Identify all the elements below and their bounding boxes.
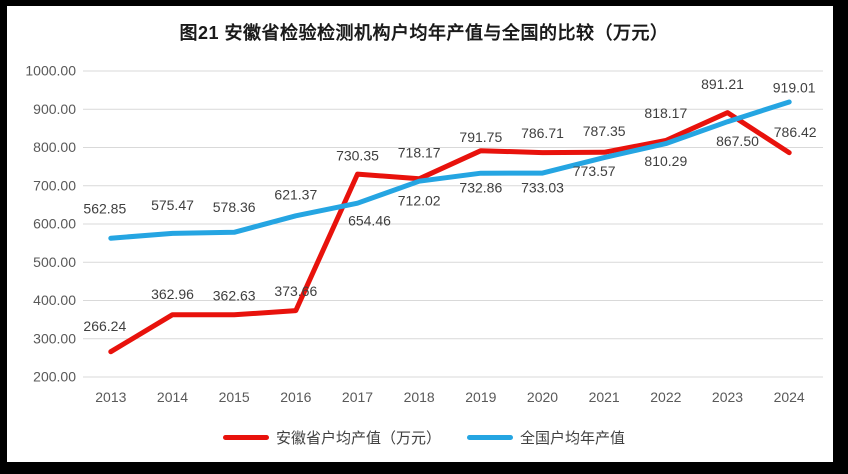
series-line-0 [108,110,792,355]
screen-border-bottom [0,462,848,474]
x-axis-tick-label: 2018 [404,389,435,405]
y-axis-tick-label: 500.00 [33,254,76,270]
legend-label-anhui: 安徽省户均产值（万元） [275,430,441,447]
y-axis-tick-label: 200.00 [33,369,76,385]
series-line-1 [108,99,792,241]
x-axis-tick-label: 2015 [219,389,250,405]
x-axis-tick-label: 2020 [527,389,558,405]
data-label: 362.63 [213,287,256,303]
data-label: 791.75 [459,129,502,145]
data-label: 373.66 [274,283,317,299]
data-label: 712.02 [398,193,441,209]
chart-title: 图21 安徽省检验检测机构户均年产值与全国的比较（万元） [179,23,669,43]
y-axis-tick-label: 1000.00 [25,63,76,79]
x-axis-tick-label: 2017 [342,389,373,405]
x-axis-tick-label: 2014 [157,389,188,405]
data-label: 867.50 [716,133,759,149]
legend-item-anhui: 安徽省户均产值（万元） [222,427,441,448]
screen-border-right [833,0,848,474]
y-axis-tick-label: 900.00 [33,101,76,117]
x-axis-tick-label: 2021 [589,389,620,405]
data-label: 919.01 [773,79,816,95]
chart-legend: 安徽省户均产值（万元） 全国户均年产值 [0,427,848,448]
data-label: 266.24 [83,318,126,334]
y-axis-tick-label: 400.00 [33,292,76,308]
y-axis-tick-label: 600.00 [33,216,76,232]
data-label: 891.21 [701,76,744,92]
legend-label-national: 全国户均年产值 [520,430,626,447]
data-label: 718.17 [398,144,441,160]
legend-swatch-anhui [222,435,269,440]
data-label: 786.42 [774,124,817,140]
data-label: 362.96 [151,286,194,302]
data-label: 562.85 [83,201,126,217]
data-label: 575.47 [151,197,194,213]
y-axis-tick-label: 300.00 [33,330,76,346]
data-label: 810.29 [644,153,687,169]
data-label: 578.36 [213,199,256,215]
data-label: 733.03 [521,180,564,196]
y-axis-tick-label: 800.00 [33,139,76,155]
x-axis-tick-label: 2019 [465,389,496,405]
data-label: 730.35 [336,148,379,164]
screen-border-top [0,0,848,6]
data-label: 786.71 [521,125,564,141]
data-label: 787.35 [583,123,626,139]
legend-item-national: 全国户均年产值 [467,427,625,448]
x-axis-tick-label: 2022 [650,389,681,405]
data-label: 773.57 [573,163,616,179]
y-axis-tick-label: 700.00 [33,177,76,193]
data-label: 818.17 [644,105,687,121]
x-axis-tick-label: 2016 [280,389,311,405]
legend-swatch-national [467,435,513,440]
x-axis-tick-label: 2024 [774,389,805,405]
x-axis-tick-label: 2013 [95,389,126,405]
screen-border-left [0,0,7,474]
data-label: 621.37 [274,186,317,202]
data-label: 654.46 [348,213,391,229]
data-label: 732.86 [459,180,502,196]
x-axis-tick-label: 2023 [712,389,743,405]
